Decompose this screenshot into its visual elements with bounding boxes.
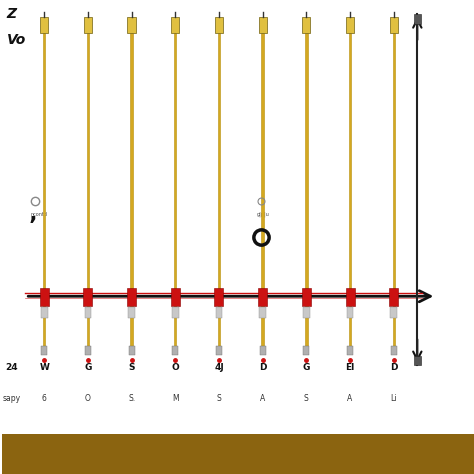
Text: 2: 2 [129, 308, 134, 314]
Bar [83, 288, 92, 306]
Bar [258, 288, 267, 306]
Bar [87, 33, 89, 346]
Bar [173, 346, 178, 355]
Text: S.: S. [128, 393, 135, 402]
Text: W: W [39, 363, 49, 372]
Bar [2, 434, 474, 474]
Bar [43, 33, 46, 346]
Text: 5: 5 [217, 308, 221, 314]
Bar [259, 307, 266, 318]
Bar [389, 288, 398, 306]
Text: Z: Z [7, 7, 17, 21]
Text: 6: 6 [260, 308, 265, 314]
Bar [216, 346, 222, 355]
Text: G: G [84, 363, 91, 372]
Bar [302, 288, 311, 306]
Bar [413, 14, 421, 24]
Bar [128, 17, 136, 33]
Bar [128, 346, 135, 355]
Text: g|p|u: g|p|u [257, 212, 270, 217]
Bar [302, 17, 310, 33]
Bar [413, 356, 421, 365]
Bar [84, 307, 91, 318]
Text: 0: 0 [348, 308, 352, 314]
Bar [85, 346, 91, 355]
Text: A: A [347, 393, 353, 402]
Bar [262, 33, 264, 346]
Bar [216, 307, 222, 318]
Text: M: M [172, 393, 179, 402]
Bar [171, 288, 180, 306]
Text: S: S [128, 363, 135, 372]
Bar [392, 33, 395, 346]
Text: ncontd: ncontd [30, 212, 47, 217]
Bar [127, 288, 136, 306]
Bar [84, 17, 92, 33]
Text: 24: 24 [5, 363, 18, 372]
Text: O: O [172, 363, 179, 372]
Text: D: D [390, 363, 398, 372]
Text: D: D [259, 363, 266, 372]
Bar [347, 346, 353, 355]
Text: 4: 4 [304, 308, 309, 314]
Text: nntcvt Ocho etouratotign Amnno atfienalawki noradowaloce.: nntcvt Ocho etouratotign Amnno atfienala… [131, 451, 345, 457]
Bar [346, 307, 353, 318]
Bar [260, 346, 265, 355]
Bar [349, 33, 351, 346]
Bar [390, 17, 398, 33]
Text: S: S [217, 393, 221, 402]
Text: Vo: Vo [7, 33, 26, 47]
Text: S: S [304, 393, 309, 402]
Text: sapy: sapy [2, 393, 20, 402]
Text: 6: 6 [42, 393, 46, 402]
Text: 2: 2 [86, 308, 90, 314]
Text: ’: ’ [28, 216, 36, 236]
Bar [258, 17, 267, 33]
Text: 4J: 4J [214, 363, 224, 372]
Text: O: O [85, 393, 91, 402]
Text: A: A [260, 393, 265, 402]
Bar [40, 17, 48, 33]
Bar [346, 288, 355, 306]
Bar [303, 346, 310, 355]
Bar [40, 288, 49, 306]
Bar [130, 33, 133, 346]
Text: F: F [42, 308, 46, 314]
Text: C: C [173, 308, 178, 314]
Bar [41, 346, 47, 355]
Text: G: G [303, 363, 310, 372]
Bar [171, 17, 180, 33]
Bar [215, 17, 223, 33]
Bar [172, 307, 179, 318]
Bar [41, 307, 47, 318]
Bar [391, 346, 397, 355]
Bar [305, 33, 308, 346]
Text: El: El [346, 363, 355, 372]
Bar [391, 307, 397, 318]
Bar [218, 33, 220, 346]
Bar [214, 288, 223, 306]
Text: X: X [392, 308, 396, 314]
Bar [174, 33, 176, 346]
Text: Li: Li [391, 393, 397, 402]
Bar [303, 307, 310, 318]
Bar [346, 17, 354, 33]
Bar [128, 307, 135, 318]
